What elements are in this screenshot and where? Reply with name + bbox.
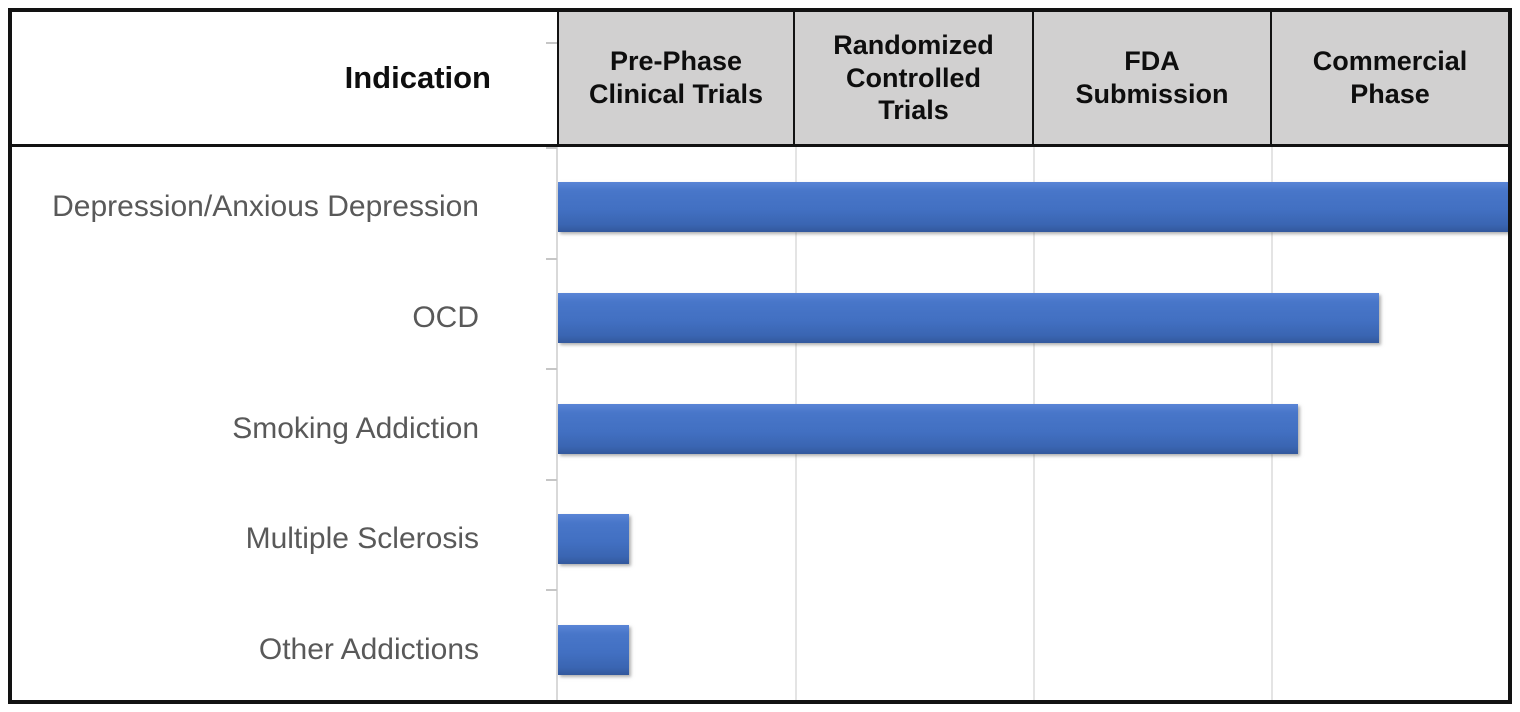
header-row: Indication Pre-Phase Clinical Trials Ran… (12, 12, 1508, 147)
header-cell-indication: Indication (12, 12, 557, 144)
axis-tick (546, 42, 557, 44)
axis-tick (546, 147, 557, 149)
row-label: Depression/Anxious Depression (52, 190, 479, 223)
progress-bar (558, 404, 1298, 454)
header-cell-randomized-controlled-trials: Randomized Controlled Trials (793, 12, 1032, 144)
row-label: Smoking Addiction (232, 412, 479, 445)
pipeline-chart-frame: Indication Pre-Phase Clinical Trials Ran… (8, 8, 1512, 704)
progress-bar (558, 293, 1379, 343)
header-cell-pre-phase-clinical-trials: Pre-Phase Clinical Trials (557, 12, 793, 144)
plot-area: Depression/Anxious Depression OCD Smoking … (12, 147, 1508, 700)
progress-bar (558, 514, 629, 564)
axis-tick (546, 258, 557, 260)
indication-header-label: Indication (344, 60, 491, 96)
row-label: OCD (412, 301, 479, 334)
axis-tick (546, 368, 557, 370)
header-cell-fda-submission: FDA Submission (1032, 12, 1270, 144)
axis-tick (546, 479, 557, 481)
row-label: Multiple Sclerosis (245, 522, 479, 555)
progress-bar (558, 625, 629, 675)
row-label: Other Addictions (258, 633, 479, 666)
axis-tick (546, 589, 557, 591)
progress-bar (558, 182, 1508, 232)
header-cell-commercial-phase: Commercial Phase (1270, 12, 1508, 144)
category-axis (556, 147, 558, 700)
